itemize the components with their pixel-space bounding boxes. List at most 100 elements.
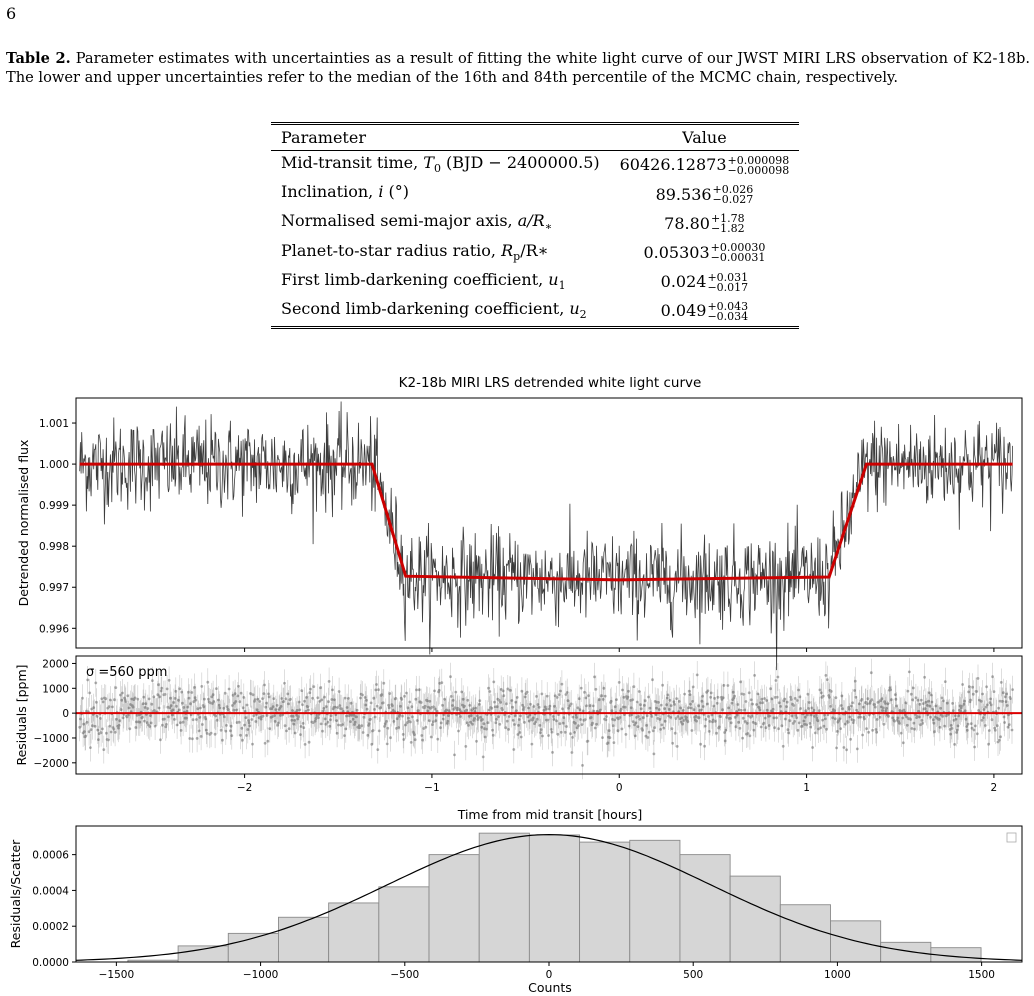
histogram-bar	[478, 832, 530, 963]
upper-uncertainty: +0.000098	[727, 153, 790, 167]
parameter-symbol: i	[378, 182, 384, 202]
parameter-subscript: p	[513, 249, 521, 263]
panel3-xlabel: Counts	[528, 980, 572, 995]
page-number: 6	[6, 4, 17, 23]
lower-uncertainty: −0.00031	[710, 251, 766, 265]
ytick-label: 1.001	[39, 418, 69, 430]
table-row: Second limb-darkening coefficient, u2 0.0…	[271, 297, 800, 328]
lower-uncertainty: −0.017	[707, 280, 749, 294]
value-uncertainty: +0.043 −0.034	[707, 299, 749, 323]
histogram-bars	[127, 832, 982, 963]
transit-model-line	[79, 462, 1013, 582]
parameter-symbol: u	[569, 298, 580, 318]
xtick-label: −1000	[243, 969, 279, 981]
xtick-label: −1500	[99, 969, 135, 981]
value-central: 89.536	[655, 184, 712, 204]
residual-error-bars	[79, 657, 1013, 780]
parameter-unit: /R∗	[520, 240, 549, 260]
lower-uncertainty: −0.034	[707, 309, 749, 323]
xtick-label: −1	[424, 782, 439, 794]
parameter-label: Inclination,	[281, 182, 379, 202]
panel1-frame	[75, 397, 1023, 649]
table-row: First limb-darkening coefficient, u1 0.02…	[271, 268, 799, 297]
value-central: 0.049	[660, 301, 707, 321]
ytick-label: 0.999	[39, 500, 69, 512]
parameter-value: 0.024 +0.031 −0.017	[610, 268, 800, 297]
parameter-name: Normalised semi-major axis, a/R∗	[271, 209, 610, 238]
panel2-xlabel: Time from mid transit [hours]	[457, 807, 643, 822]
parameter-symbol: u	[548, 269, 559, 289]
xtick-label: −2	[237, 782, 252, 794]
value-uncertainty: +0.000098 −0.000098	[727, 153, 790, 177]
ytick-label: 0.997	[39, 582, 69, 594]
upper-uncertainty: +0.031	[707, 270, 749, 284]
parameter-label: Normalised semi-major axis,	[281, 211, 518, 231]
value-uncertainty: +0.031 −0.017	[707, 270, 749, 294]
table-row: Planet-to-star radius ratio, Rp/R∗ 0.0530…	[271, 239, 799, 268]
ytick-label: −1000	[33, 733, 69, 745]
parameter-name: Planet-to-star radius ratio, Rp/R∗	[271, 239, 610, 268]
ytick-label: 0.0004	[32, 885, 69, 897]
panel1-yticks: 0.996 0.997 0.998 0.999 1.000 1.001	[39, 418, 76, 635]
panel1-ylabel: Detrended normalised flux	[16, 440, 31, 607]
ytick-label: 2000	[42, 658, 69, 670]
value-uncertainty: +0.026 −0.027	[713, 184, 754, 205]
parameter-value: 89.536 +0.026 −0.027	[610, 180, 800, 209]
ytick-label: 1000	[42, 683, 69, 695]
panel2-ylabel: Residuals [ppm]	[14, 664, 29, 765]
panel1-title: K2-18b MIRI LRS detrended white light cu…	[399, 375, 702, 391]
xtick-label: 1000	[824, 969, 851, 981]
flux-data-line	[79, 401, 1013, 671]
panel1-xticks	[244, 648, 995, 652]
header-value: Value	[682, 128, 727, 147]
parameter-unit: (BJD − 2400000.5)	[440, 153, 600, 172]
panel2-frame	[75, 655, 1023, 775]
table-row: Inclination, i (°) 89.536 +0.026 −0.027	[271, 180, 799, 209]
xtick-label: −500	[390, 969, 419, 981]
empty-legend-box	[1006, 832, 1017, 843]
histogram-bar	[177, 945, 229, 963]
xtick-label: 1	[803, 782, 810, 794]
histogram-bar	[528, 834, 581, 963]
light-curve-figure: K2-18b MIRI LRS detrended white light cu…	[8, 375, 1023, 995]
parameter-table-body: Mid-transit time, T0 (BJD − 2400000.5) 60…	[271, 150, 800, 328]
parameter-subscript: ∗	[544, 220, 553, 234]
parameter-name: Second limb-darkening coefficient, u2	[271, 297, 610, 328]
parameter-symbol: R	[501, 240, 514, 260]
ytick-label: 0.996	[39, 623, 69, 635]
parameter-symbol: a/R	[517, 211, 545, 231]
ytick-label: 1.000	[39, 459, 69, 471]
table-caption: Table 2. Parameter estimates with uncert…	[6, 49, 1030, 87]
panel3-xticks: −1500 −1000 −500 0 500 1000 1500	[99, 962, 995, 981]
parameter-table: Parameter Value Mid-transit time, T0 (BJ…	[271, 122, 800, 329]
parameter-subscript: 2	[579, 308, 587, 322]
value-uncertainty: +0.00030 −0.00031	[710, 242, 766, 265]
header-parameter: Parameter	[281, 128, 366, 147]
upper-uncertainty: +0.043	[707, 299, 749, 313]
table-row: Mid-transit time, T0 (BJD − 2400000.5) 60…	[271, 151, 799, 181]
parameter-name: Mid-transit time, T0 (BJD − 2400000.5)	[271, 151, 610, 181]
panel3-ylabel: Residuals/Scatter	[8, 839, 23, 948]
xtick-label: 0	[546, 969, 553, 981]
histogram-bar	[278, 916, 330, 963]
lower-uncertainty: −0.000098	[727, 163, 790, 177]
parameter-name: Inclination, i (°)	[271, 180, 610, 209]
ytick-label: 0.0006	[32, 850, 69, 862]
parameter-value: 0.05303 +0.00030 −0.00031	[610, 239, 800, 268]
caption-label: Table 2.	[6, 50, 71, 67]
xtick-label: 0	[616, 782, 623, 794]
parameter-label: Mid-transit time,	[281, 153, 424, 172]
xtick-label: 1500	[968, 969, 995, 981]
parameter-subscript: 1	[558, 278, 566, 292]
parameter-label: Planet-to-star radius ratio,	[281, 240, 502, 260]
value-central: 0.05303	[643, 242, 710, 262]
value-central: 78.80	[664, 213, 710, 233]
parameter-label: First limb-darkening coefficient,	[281, 269, 549, 289]
histogram-bar	[629, 839, 681, 963]
histogram-bar	[880, 941, 932, 963]
parameter-name: First limb-darkening coefficient, u1	[271, 268, 610, 297]
upper-uncertainty: +1.78	[710, 212, 745, 226]
histogram-bar	[378, 886, 430, 963]
caption-text: Parameter estimates with uncertainties a…	[6, 50, 1030, 86]
parameter-value: 60426.12873 +0.000098 −0.000098	[610, 151, 800, 181]
